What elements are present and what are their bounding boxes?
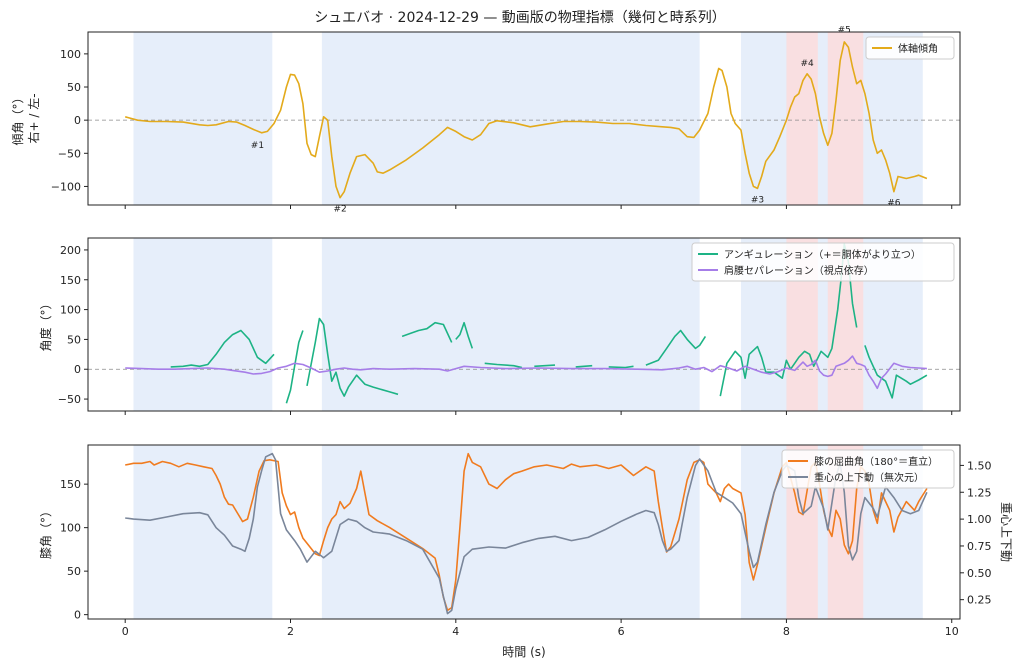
event-marker-label: #3 — [751, 195, 764, 205]
y-axis-label-sub: 右+ / 左- — [26, 93, 41, 143]
y-axis-label: 膝角（°） — [39, 505, 53, 559]
y-right-tick-label: 1.25 — [967, 486, 992, 499]
y-tick-label: 0 — [74, 609, 81, 622]
series-group — [125, 243, 928, 404]
event-marker-label: #6 — [887, 199, 901, 209]
y-tick-label: 100 — [60, 304, 81, 317]
y-tick-label: 50 — [67, 333, 81, 346]
legend-entry: 重心の上下動（無次元） — [814, 471, 924, 484]
y-tick-label: −50 — [58, 393, 81, 406]
y-tick-label: 150 — [60, 274, 81, 287]
event-marker-label: #2 — [333, 205, 346, 215]
y-tick-label: 100 — [60, 48, 81, 61]
phase-band-blue — [133, 445, 273, 619]
series-line-1 — [170, 329, 275, 368]
x-tick-label: 0 — [122, 625, 129, 638]
y-tick-label: 150 — [60, 478, 81, 491]
legend-entry: 膝の屈曲角（180°＝直立） — [814, 455, 938, 468]
event-marker-label: #1 — [251, 141, 264, 151]
y-axis-label: 傾角（°） — [11, 91, 25, 145]
legend-entry: 肩腰セパレーション（視点依存） — [724, 264, 874, 277]
y-tick-label: 50 — [67, 565, 81, 578]
series-line-1 — [575, 364, 593, 368]
series-line-1 — [864, 345, 928, 399]
chart-panel-2: −50 0 50 100 150 200 角度（°） アンギュレーション（+＝胴体がより立つ）… — [38, 237, 961, 415]
y-tick-label: 0 — [74, 363, 81, 376]
y-tick-label: 0 — [74, 114, 81, 127]
series-group — [124, 41, 928, 199]
y-right-tick-label: 0.50 — [967, 567, 992, 580]
series-group — [125, 452, 928, 615]
y-tick-label: −50 — [58, 147, 81, 160]
x-tick-label: 4 — [452, 625, 459, 638]
event-marker-label: #5 — [838, 26, 851, 36]
x-tick-label: 8 — [783, 625, 790, 638]
x-tick-label: 6 — [618, 625, 625, 638]
phase-band-blue — [133, 32, 273, 205]
y-right-tick-label: 0.75 — [967, 540, 992, 553]
series-line-1 — [285, 330, 304, 404]
series-line-1 — [125, 452, 928, 612]
axes-frame — [87, 31, 961, 206]
series-line-2 — [125, 452, 928, 615]
x-tick-label: 2 — [287, 625, 294, 638]
y-right-tick-label: 0.25 — [967, 594, 992, 607]
phase-band-blue — [321, 238, 700, 411]
x-axis-label: 時間 (s) — [502, 645, 545, 659]
phase-band-blue — [133, 238, 273, 411]
series-line-1 — [124, 41, 928, 199]
legend-entry: 体軸傾角 — [898, 42, 938, 55]
series-line-2 — [125, 355, 927, 390]
series-line-1 — [484, 362, 523, 369]
legend-box — [691, 242, 955, 282]
legend: アンギュレーション（+＝胴体がより立つ） 肩腰セパレーション（視点依存） — [691, 242, 955, 282]
y-right-tick-label: 1.00 — [967, 513, 992, 526]
chart-panel-1: #1 #2 #3 #4 #5 #6 −100 −50 0 50 100 傾角（°） 右+ / 左- 体軸傾… — [11, 26, 961, 215]
series-line-1 — [455, 321, 474, 349]
legend-entry: アンギュレーション（+＝胴体がより立つ） — [724, 248, 921, 261]
chart-panel-3: 0 2 4 6 8 100501001500.250.500.751.001.251.50… — [39, 444, 1013, 638]
series-line-1 — [645, 329, 707, 366]
y-tick-label: 50 — [67, 81, 81, 94]
axes-frame — [87, 237, 961, 412]
legend-box — [865, 36, 955, 60]
x-tick-label: 10 — [945, 625, 959, 638]
legend: 体軸傾角 — [865, 36, 955, 60]
series-line-1 — [534, 364, 556, 368]
phase-band-blue — [321, 32, 700, 205]
axes-frame — [87, 444, 961, 620]
y-tick-label: 100 — [60, 522, 81, 535]
event-marker-label: #4 — [800, 59, 814, 69]
figure-title: シュエバオ · 2024-12-29 — 動画版の物理指標（幾何と時系列） — [314, 10, 726, 26]
y-axis-label: 角度（°） — [38, 297, 53, 351]
series-line-1 — [608, 365, 634, 369]
phase-band-red — [786, 32, 818, 205]
legend: 膝の屈曲角（180°＝直立） 重心の上下動（無次元） — [781, 449, 955, 489]
series-line-1 — [306, 317, 399, 397]
y-tick-label: 200 — [60, 244, 81, 257]
series-line-1 — [719, 243, 858, 397]
legend-box — [781, 449, 955, 489]
series-line-1 — [401, 321, 453, 343]
y-right-axis-label: 重心上下動 — [999, 502, 1013, 562]
y-right-tick-label: 1.50 — [967, 459, 992, 472]
y-tick-label: −100 — [51, 180, 81, 193]
